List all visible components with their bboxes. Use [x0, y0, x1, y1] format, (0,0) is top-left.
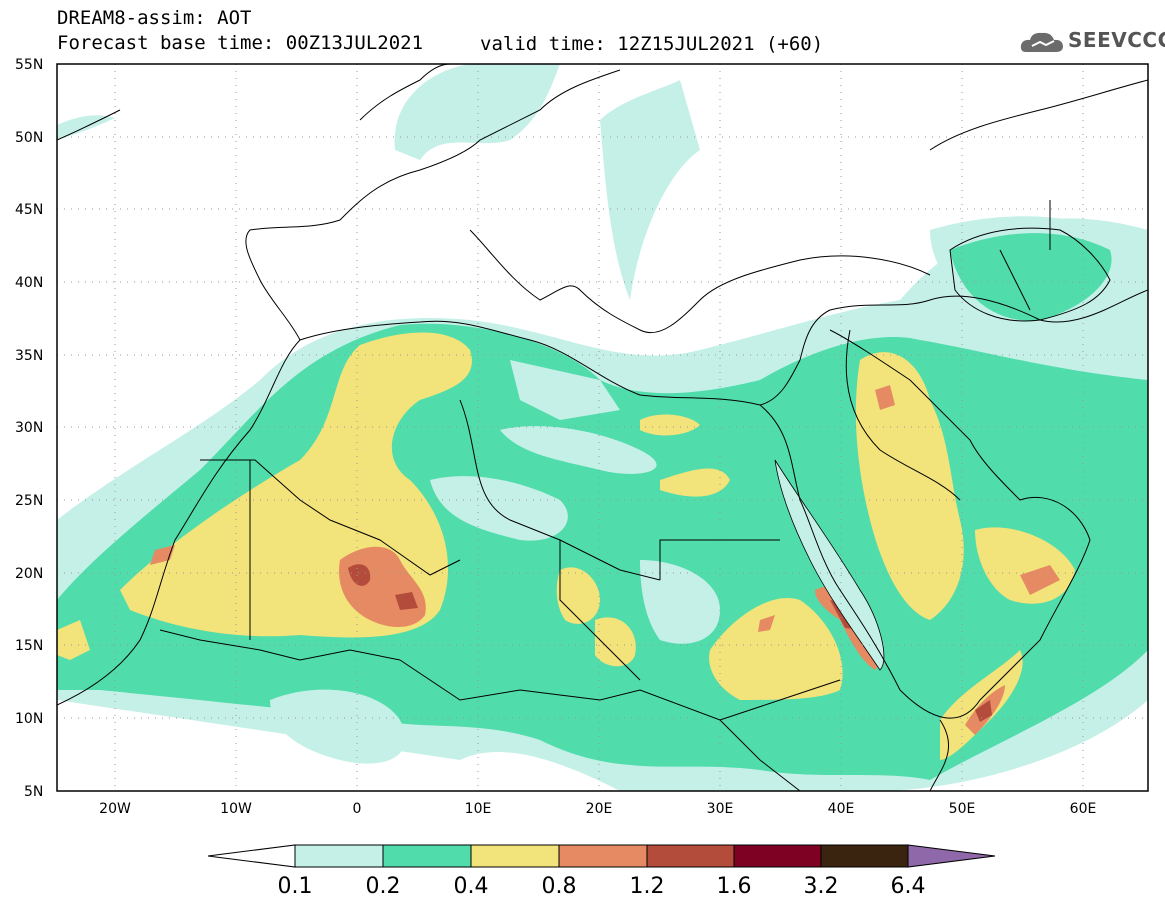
model-title: DREAM8-assim: AOT [57, 7, 252, 29]
lat-tick-label: 50N [15, 130, 43, 146]
lon-tick-label: 20E [586, 801, 613, 817]
colorbar-swatch-1 [294, 844, 384, 868]
colorbar-swatch-7 [820, 844, 909, 868]
colorbar-swatch-2 [382, 844, 472, 868]
lat-tick-label: 25N [15, 493, 43, 509]
colorbar-label: 1.6 [717, 874, 752, 899]
lon-tick-label: 10E [465, 801, 492, 817]
colorbar-label: 1.2 [630, 874, 665, 899]
lat-tick-label: 45N [15, 202, 43, 218]
lon-tick-label: 40E [828, 801, 855, 817]
lon-tick-label: 60E [1070, 801, 1097, 817]
colorbar-label: 6.4 [891, 874, 926, 899]
valid-time: valid time: 12Z15JUL2021 (+60) [480, 33, 824, 55]
lat-tick-label: 10N [15, 711, 43, 727]
lat-tick-label: 20N [15, 566, 43, 582]
lon-tick-label: 50E [949, 801, 976, 817]
colorbar-swatch-3 [470, 844, 560, 868]
lon-tick-label: 30E [707, 801, 734, 817]
colorbar-label: 3.2 [804, 874, 839, 899]
plot-frame [56, 63, 1149, 792]
logo-text: SEEVCCC [1068, 28, 1165, 52]
colorbar-label: 0.4 [454, 874, 489, 899]
lat-tick-label: 30N [15, 420, 43, 436]
colorbar-label: 0.1 [278, 874, 313, 899]
cloud-logo-icon [1020, 32, 1063, 52]
lat-tick-label: 15N [15, 638, 43, 654]
lat-axis: 55N 50N 45N 40N 35N 30N 25N 20N 15N 10N … [15, 57, 43, 800]
lon-tick-label: 10W [220, 801, 252, 817]
colorbar-labels: 0.1 0.2 0.4 0.8 1.2 1.6 3.2 6.4 [278, 874, 926, 899]
lat-tick-label: 35N [15, 348, 43, 364]
colorbar-low-arrow [207, 844, 296, 868]
aot-contour-1.2 [348, 564, 371, 586]
lat-tick-label: 40N [15, 275, 43, 291]
colorbar-label: 0.2 [366, 874, 401, 899]
lon-axis: 20W 10W 0 10E 20E 30E 40E 50E 60E [99, 801, 1096, 817]
lat-tick-label: 5N [24, 784, 43, 800]
colorbar-swatch-5 [646, 844, 735, 868]
coastlines [57, 64, 1148, 791]
lat-tick-label: 55N [15, 57, 43, 73]
forecast-base-time: Forecast base time: 00Z13JUL2021 [57, 32, 424, 54]
colorbar-label: 0.8 [542, 874, 577, 899]
colorbar-swatch-4 [558, 844, 648, 868]
colorbar-swatch-6 [733, 844, 822, 868]
lon-tick-label: 20W [99, 801, 131, 817]
lon-tick-label: 0 [353, 801, 362, 817]
aot-field [57, 64, 1148, 791]
colorbar-high-arrow [907, 844, 996, 868]
colorbar [207, 844, 996, 868]
